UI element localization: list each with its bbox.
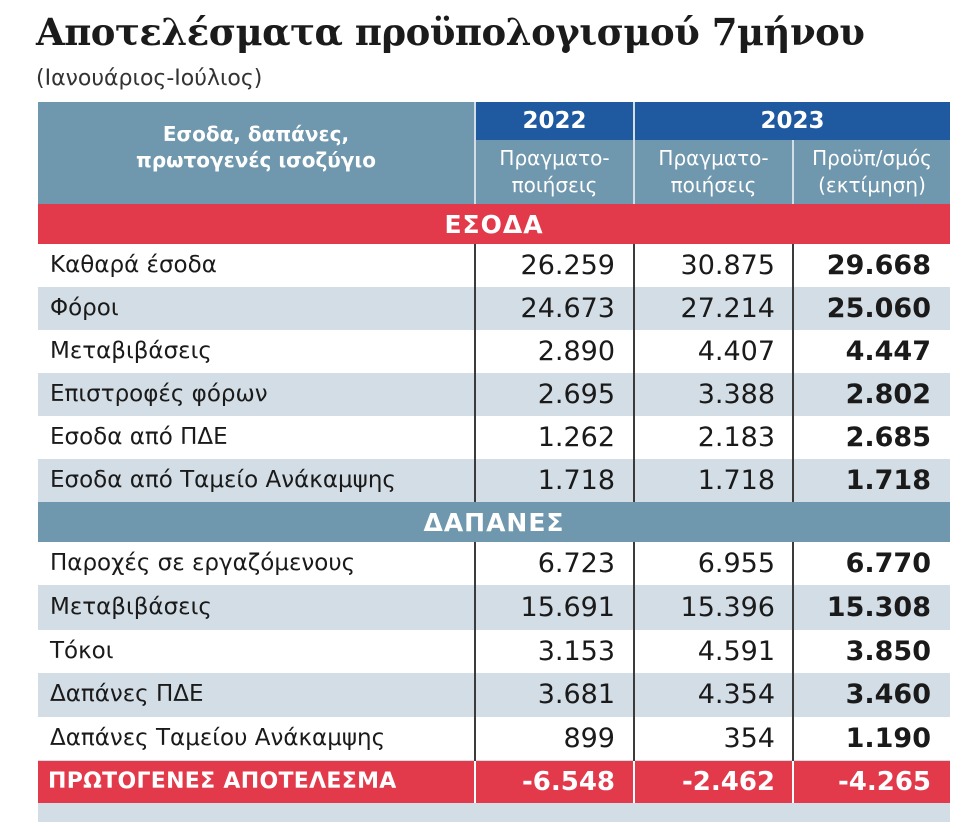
revenue-2023: 4.407 (697, 336, 775, 367)
expense-row: Δαπάνες Ταμείου Ανάκαμψης 899 354 1.190 (38, 717, 950, 761)
primary-balance-2022: -6.548 (521, 767, 615, 797)
expense-row: Παροχές σε εργαζόμενους 6.723 6.955 6.770 (38, 542, 950, 585)
column-divider (792, 244, 794, 502)
year-2023-header: 2023 (635, 102, 950, 140)
page-title: Αποτελέσματα προϋπολογισμού 7μήνου (36, 10, 865, 54)
expense-budget: 15.308 (826, 591, 931, 623)
expense-row: Μεταβιβάσεις 15.691 15.396 15.308 (38, 585, 950, 629)
revenue-section-header: ΕΣΟΔΑ (38, 204, 950, 244)
col3-header-line1: Προϋπ/σμός (812, 146, 932, 170)
expense-label: Τόκοι (50, 637, 114, 664)
year-2022-header: 2022 (476, 102, 633, 140)
col2-header-line1: Πραγματο- (658, 146, 769, 170)
column-divider (633, 244, 635, 502)
revenue-2023: 2.183 (697, 422, 775, 453)
expense-row: Δαπάνες ΠΔΕ 3.681 4.354 3.460 (38, 673, 950, 717)
column-divider (474, 542, 476, 761)
column-divider (474, 761, 476, 803)
revenue-2023: 3.388 (697, 379, 775, 410)
revenue-label: Καθαρά έσοδα (50, 252, 217, 278)
expense-row: Τόκοι 3.153 4.591 3.850 (38, 629, 950, 673)
revenue-2023: 27.214 (680, 293, 775, 324)
expense-label: Δαπάνες Ταμείου Ανάκαμψης (50, 725, 386, 752)
expense-2022: 899 (563, 723, 615, 755)
revenue-label: Επιστροφές φόρων (50, 381, 268, 407)
col3-header: Προϋπ/σμός (εκτίμηση) (794, 140, 950, 204)
budget-table: Εσοδα, δαπάνες, πρωτογενές ισοζύγιο 2022… (38, 102, 950, 822)
col3-header-line2: (εκτίμηση) (818, 173, 926, 197)
page-subtitle: (Ιανουάριος-Ιούλιος) (36, 66, 263, 91)
revenue-2022: 2.890 (537, 336, 615, 367)
expense-budget: 1.190 (845, 723, 931, 755)
revenue-row: Εσοδα από ΠΔΕ 1.262 2.183 2.685 (38, 416, 950, 459)
revenue-row: Μεταβιβάσεις 2.890 4.407 4.447 (38, 330, 950, 373)
expense-budget: 6.770 (845, 548, 931, 579)
col2-header-line2: ποιήσεις (670, 173, 757, 197)
revenue-2023: 1.718 (697, 465, 775, 496)
expense-label: Δαπάνες ΠΔΕ (50, 681, 204, 708)
column-divider (633, 542, 635, 761)
revenue-label: Εσοδα από ΠΔΕ (50, 424, 228, 450)
revenue-budget: 25.060 (826, 293, 931, 324)
expenses-section-header: ΔΑΠΑΝΕΣ (38, 502, 950, 542)
expense-2023: 4.591 (697, 635, 775, 667)
revenue-budget: 1.718 (845, 465, 931, 496)
row-label-header-line1: Εσοδα, δαπάνες, (162, 122, 350, 146)
revenue-2022: 1.718 (537, 465, 615, 496)
expense-2023: 4.354 (697, 679, 775, 711)
row-label-header: Εσοδα, δαπάνες, πρωτογενές ισοζύγιο (38, 102, 474, 204)
col1-header-line2: ποιήσεις (511, 173, 598, 197)
revenue-2023: 30.875 (680, 250, 775, 281)
revenue-label: Φόροι (50, 295, 119, 321)
revenue-label: Μεταβιβάσεις (50, 338, 212, 364)
expense-2023: 354 (723, 723, 775, 755)
expense-budget: 3.850 (845, 635, 931, 667)
revenue-label: Εσοδα από Ταμείο Ανάκαμψης (50, 467, 396, 493)
col2-header: Πραγματο- ποιήσεις (635, 140, 792, 204)
revenue-budget: 4.447 (845, 336, 931, 367)
revenue-budget: 2.685 (845, 422, 931, 453)
revenue-row: Φόροι 24.673 27.214 25.060 (38, 287, 950, 330)
revenue-row: Επιστροφές φόρων 2.695 3.388 2.802 (38, 373, 950, 416)
primary-balance-budget: -4.265 (837, 767, 931, 797)
primary-balance-row: ΠΡΩΤΟΓΕΝΕΣ ΑΠΟΤΕΛΕΣΜΑ -6.548 -2.462 -4.2… (38, 761, 950, 803)
column-divider (792, 761, 794, 803)
expense-label: Παροχές σε εργαζόμενους (50, 550, 356, 576)
expense-2022: 3.681 (537, 679, 615, 711)
row-label-header-line2: πρωτογενές ισοζύγιο (136, 148, 376, 172)
column-divider (633, 761, 635, 803)
expense-2022: 15.691 (520, 591, 615, 623)
expense-label: Μεταβιβάσεις (50, 593, 212, 620)
expense-2022: 3.153 (537, 635, 615, 667)
primary-balance-label: ΠΡΩΤΟΓΕΝΕΣ ΑΠΟΤΕΛΕΣΜΑ (48, 769, 397, 794)
revenue-row: Καθαρά έσοδα 26.259 30.875 29.668 (38, 244, 950, 287)
column-divider (474, 244, 476, 502)
revenue-2022: 26.259 (520, 250, 615, 281)
expense-budget: 3.460 (845, 679, 931, 711)
revenue-2022: 24.673 (520, 293, 615, 324)
expense-2023: 6.955 (697, 548, 775, 579)
primary-balance-2023: -2.462 (681, 767, 775, 797)
column-divider (792, 542, 794, 761)
revenue-row: Εσοδα από Ταμείο Ανάκαμψης 1.718 1.718 1.71… (38, 459, 950, 502)
revenue-budget: 2.802 (845, 379, 931, 410)
revenue-budget: 29.668 (826, 250, 931, 281)
expense-2023: 15.396 (680, 591, 775, 623)
col1-header: Πραγματο- ποιήσεις (476, 140, 633, 204)
col1-header-line1: Πραγματο- (499, 146, 610, 170)
expense-2022: 6.723 (537, 548, 615, 579)
revenue-2022: 1.262 (537, 422, 615, 453)
revenue-2022: 2.695 (537, 379, 615, 410)
